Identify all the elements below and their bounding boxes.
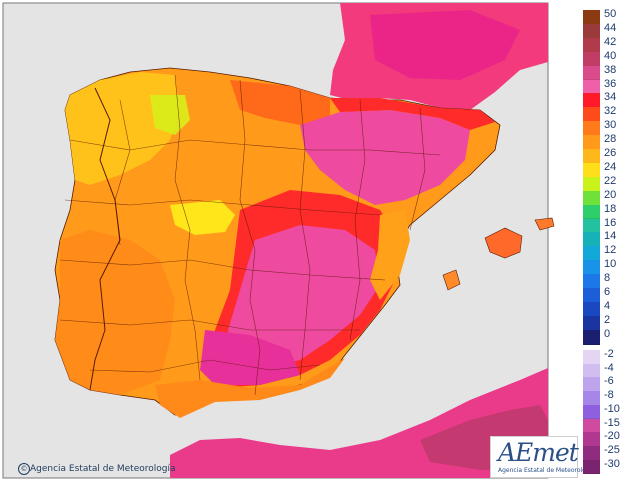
legend-swatch (583, 260, 600, 276)
legend-label: 38 (604, 63, 617, 76)
ebro-valley (300, 110, 470, 205)
legend-label: 24 (604, 160, 617, 173)
legend-swatch (583, 329, 600, 345)
legend-swatch (583, 51, 600, 67)
legend-swatch (583, 149, 600, 164)
legend-swatch (583, 315, 600, 331)
legend-label: -10 (604, 402, 620, 415)
legend-label: 34 (604, 91, 617, 104)
valencia-coast (370, 210, 410, 300)
legend-label: 42 (604, 35, 617, 48)
legend-swatch (583, 107, 600, 123)
legend-label: -6 (604, 375, 614, 388)
legend-swatch (583, 190, 600, 206)
legend-swatch (583, 445, 600, 461)
legend-label: -25 (604, 443, 620, 456)
legend-swatch (583, 459, 600, 475)
legend-swatch (583, 10, 600, 25)
legend-label: 32 (604, 105, 617, 118)
legend-label: 50 (604, 8, 617, 20)
legend-label: -4 (604, 361, 614, 374)
legend-label: 40 (604, 49, 617, 62)
legend-swatch (583, 246, 600, 262)
north-coast-region (230, 80, 330, 125)
legend-swatch (583, 391, 600, 406)
legend-label: 16 (604, 216, 617, 229)
legend-label: -30 (604, 457, 620, 470)
legend-label: 12 (604, 244, 617, 257)
france-hot-patch (370, 10, 520, 80)
legend-label: 30 (604, 119, 617, 132)
portugal-border (89, 87, 121, 391)
legend-label: 8 (604, 272, 611, 285)
legend-swatch (583, 176, 600, 192)
legend-swatch (583, 418, 600, 434)
legend-label: -15 (604, 416, 620, 429)
legend-label: 22 (604, 174, 617, 187)
aemet-logo-word: AEmet (498, 438, 579, 467)
legend-swatch (583, 121, 600, 137)
menorca-island (534, 217, 555, 231)
legend-label: -8 (604, 389, 614, 402)
legend-label: 4 (604, 299, 611, 312)
central-yellow-patch (170, 200, 235, 235)
copyright-icon: © (18, 463, 30, 475)
legend-swatch (583, 79, 600, 95)
legend-swatch (583, 363, 600, 379)
legend-label: 26 (604, 147, 617, 159)
legend-swatch (583, 274, 600, 289)
northwest-cool-patch (150, 95, 190, 135)
legend-label: 36 (604, 77, 617, 90)
legend-swatch (583, 432, 600, 447)
legend-swatch (583, 377, 600, 393)
south-coast (155, 358, 345, 418)
pyrenees-band (330, 98, 495, 130)
legend-label: 28 (604, 133, 617, 146)
aemet-logo-subtitle: Agencia Estatal de Meteorología (498, 467, 595, 474)
legend-swatch (583, 404, 600, 420)
legend-swatch (583, 37, 600, 53)
legend-swatch (583, 232, 600, 248)
legend-label: 18 (604, 202, 617, 215)
southeast-magenta-zone (228, 225, 380, 370)
guadalquivir-zone (200, 330, 300, 385)
legend-swatch (583, 218, 600, 234)
aemet-logo (490, 436, 578, 478)
legend-swatch (583, 93, 600, 109)
map-credit: Agencia Estatal de Meteorología (30, 464, 176, 474)
legend-label: 10 (604, 258, 617, 271)
legend-swatch (583, 204, 600, 220)
legend-label: -2 (604, 348, 614, 360)
legend-label: 44 (604, 21, 617, 34)
legend-swatch (583, 288, 600, 303)
west-region (55, 230, 175, 395)
legend-swatch (583, 301, 600, 317)
legend-label: 0 (604, 327, 611, 340)
legend-label: 2 (604, 313, 611, 326)
legend-label: 14 (604, 230, 617, 243)
legend-swatch (583, 65, 600, 81)
legend-swatch (583, 135, 600, 150)
legend-label: 20 (604, 188, 617, 201)
legend-swatch (583, 23, 600, 39)
legend-swatch (583, 162, 600, 178)
mallorca-island (484, 227, 523, 259)
legend-label: -20 (604, 430, 620, 443)
legend-label: 6 (604, 286, 611, 298)
ibiza-island (442, 269, 461, 291)
legend-swatch (583, 350, 600, 365)
